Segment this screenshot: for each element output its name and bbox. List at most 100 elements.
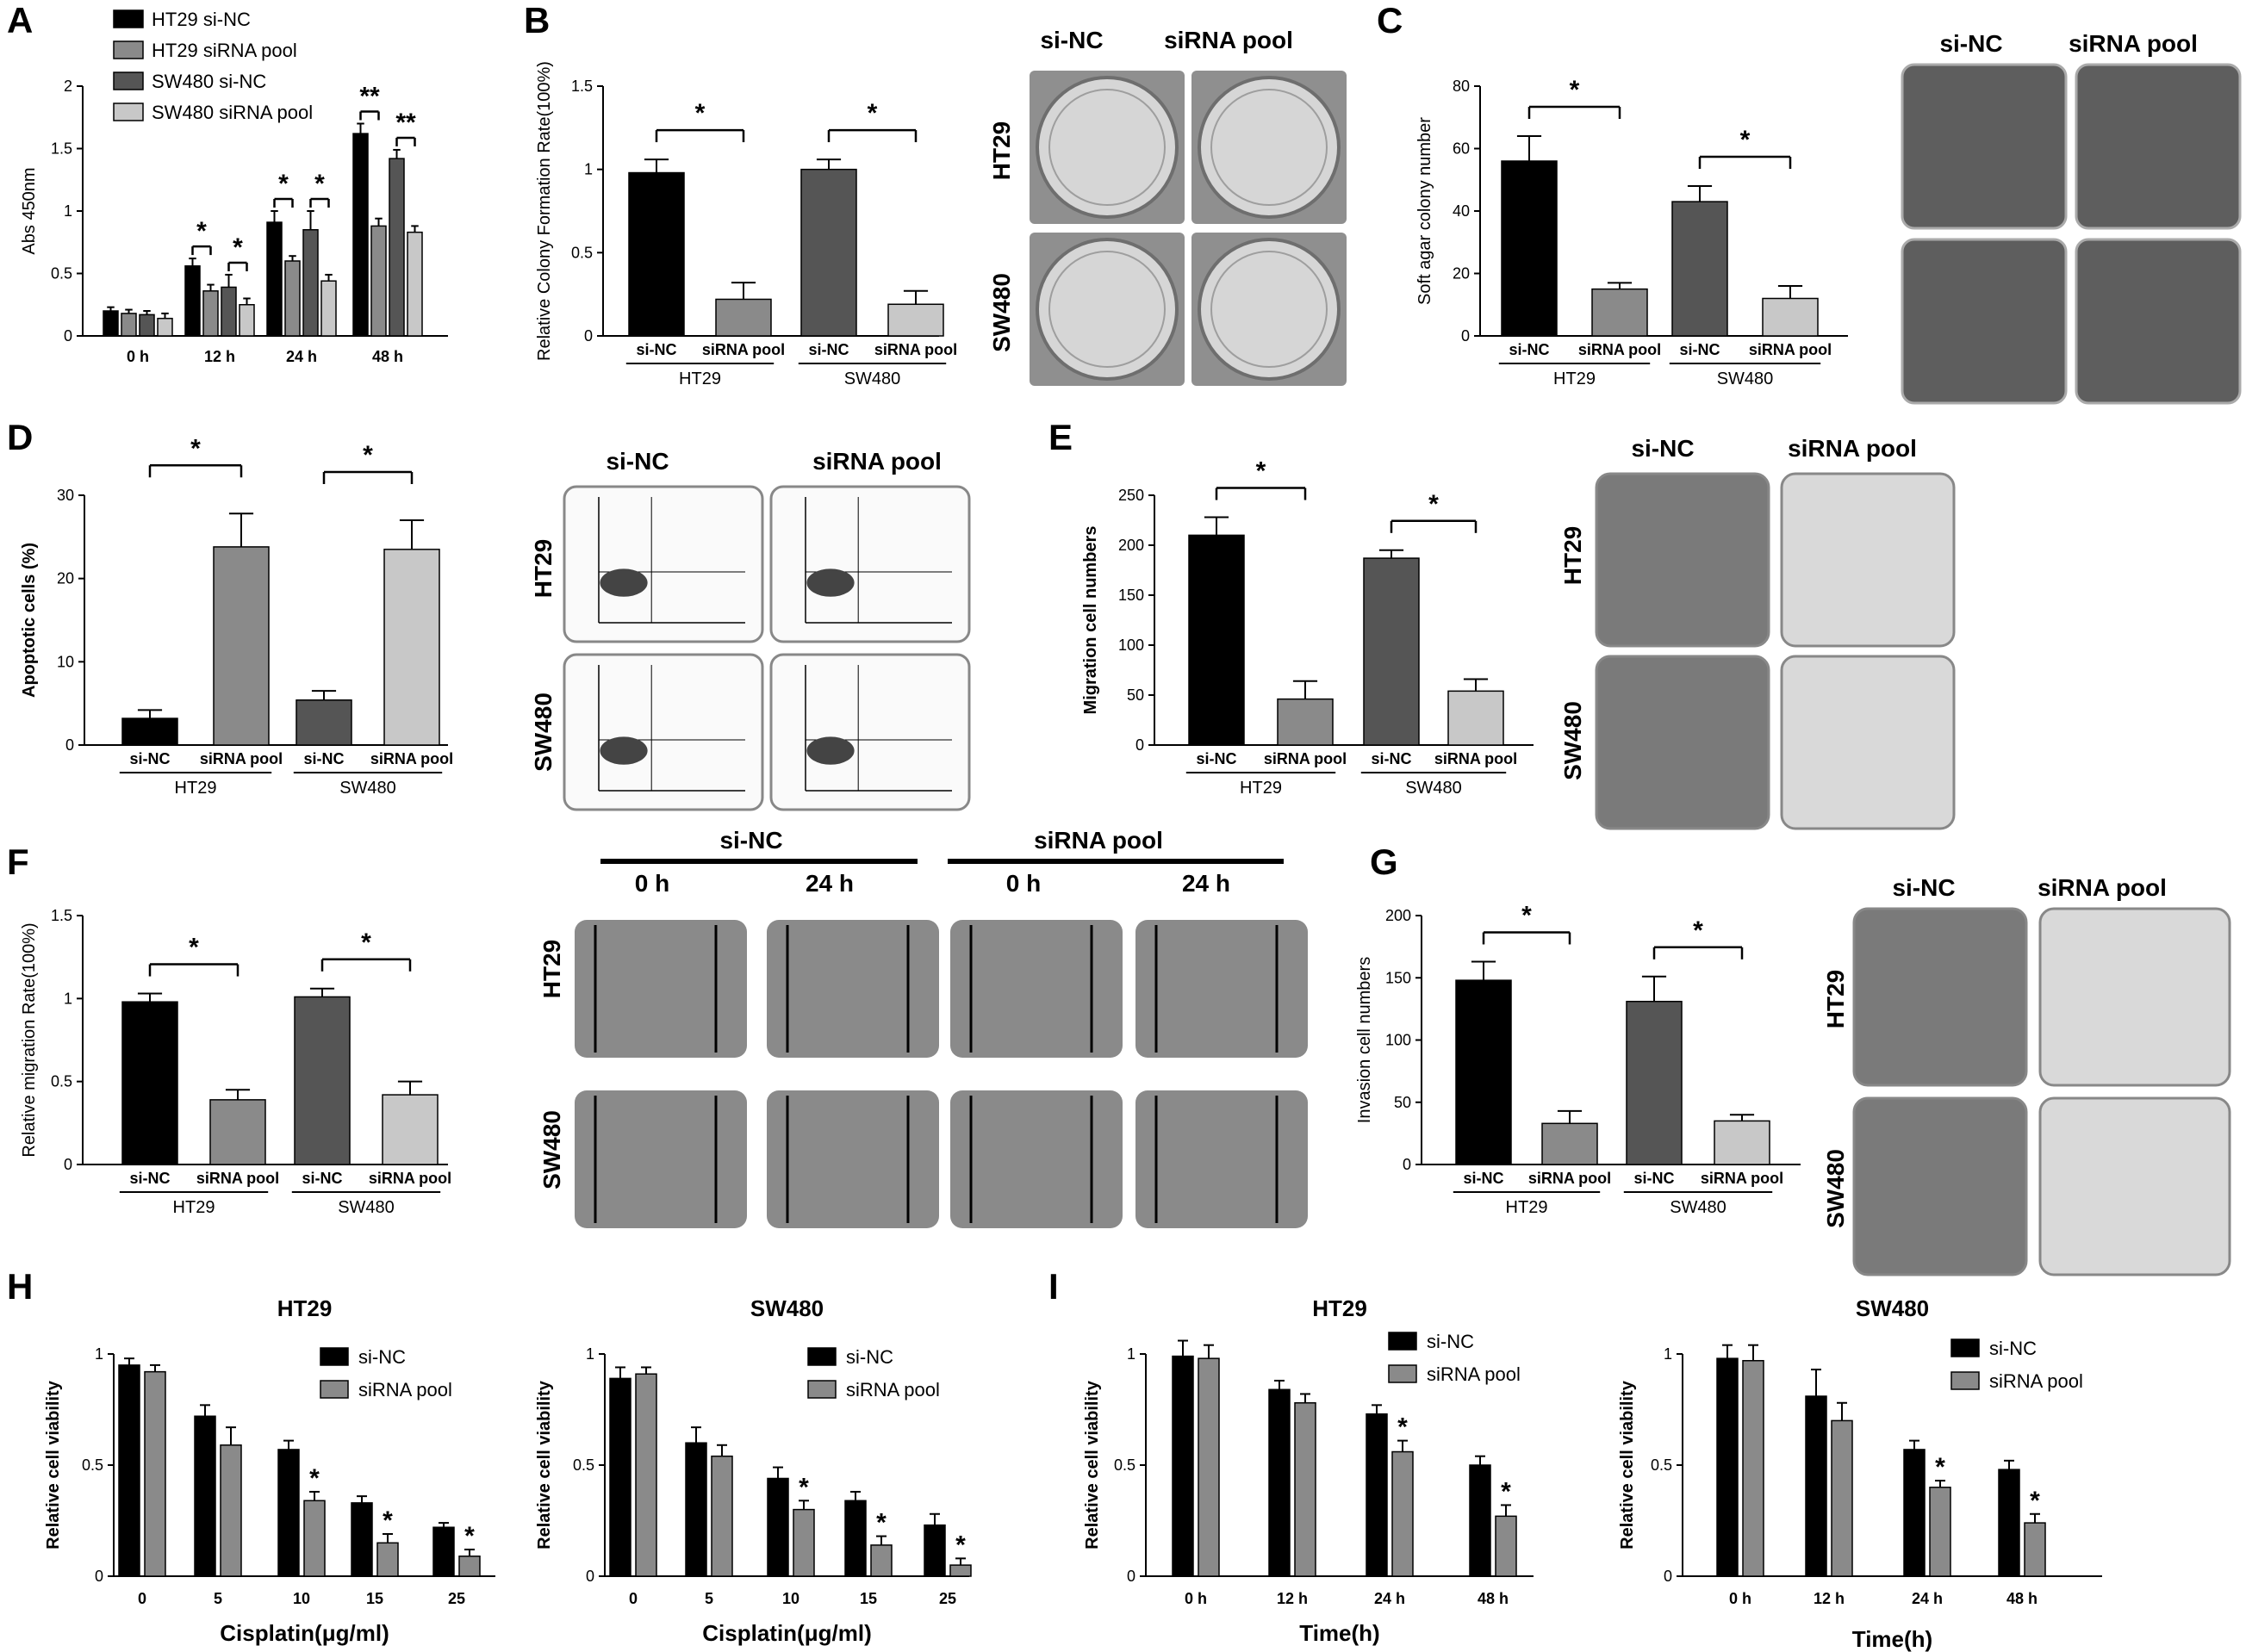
significance-star: ** bbox=[359, 83, 380, 111]
bar bbox=[184, 265, 201, 337]
x-tick-label: siRNA pool bbox=[702, 341, 785, 358]
bar bbox=[715, 298, 772, 337]
bar bbox=[407, 231, 423, 337]
y-tick-label: 1 bbox=[586, 1345, 594, 1363]
culture-dish bbox=[1036, 76, 1179, 219]
bar bbox=[1172, 1355, 1194, 1577]
bar bbox=[1716, 1357, 1739, 1577]
culture-dish bbox=[1198, 238, 1341, 381]
y-tick-label: 0.5 bbox=[1651, 1456, 1672, 1474]
bar bbox=[194, 1415, 216, 1577]
significance-star: * bbox=[799, 1473, 809, 1501]
image-row-label: SW480 bbox=[988, 273, 1015, 352]
chart-title: SW480 bbox=[750, 1295, 824, 1321]
legend-swatch bbox=[1950, 1371, 1980, 1390]
x-tick-label: 25 bbox=[939, 1590, 956, 1607]
x-tick-label: si-NC bbox=[1509, 341, 1549, 358]
group-label: HT29 bbox=[173, 1198, 215, 1217]
x-tick-label: siRNA pool bbox=[1528, 1170, 1611, 1187]
image-tile-bg bbox=[1901, 238, 2068, 405]
x-tick-label: si-NC bbox=[302, 1170, 342, 1187]
bar bbox=[1277, 698, 1334, 746]
bar bbox=[202, 290, 219, 337]
bar bbox=[628, 171, 685, 337]
image-row-label: SW480 bbox=[1559, 701, 1586, 780]
y-tick-label: 150 bbox=[1385, 969, 1411, 986]
y-tick-label: 0 bbox=[64, 327, 72, 345]
cell-cluster bbox=[806, 568, 855, 597]
significance-star: * bbox=[955, 1531, 966, 1559]
group-label: SW480 bbox=[338, 1198, 395, 1217]
significance-star: * bbox=[383, 1506, 393, 1535]
legend-swatch bbox=[113, 71, 144, 90]
invasion-image bbox=[1852, 907, 2028, 1087]
bar bbox=[1626, 1000, 1683, 1165]
y-tick-label: 0 bbox=[586, 1568, 594, 1585]
y-tick-label: 20 bbox=[57, 570, 74, 587]
y-tick-label: 0.5 bbox=[571, 244, 593, 261]
image-row-label: HT29 bbox=[530, 539, 557, 598]
bar bbox=[277, 1449, 300, 1577]
x-tick-label: siRNA pool bbox=[369, 1170, 451, 1187]
x-tick-label: 15 bbox=[860, 1590, 877, 1607]
image-column-label: siRNA pool bbox=[812, 448, 942, 475]
x-tick-label: siRNA pool bbox=[1578, 341, 1661, 358]
significance-star: * bbox=[309, 1464, 320, 1493]
legend-swatch bbox=[113, 9, 144, 28]
bar bbox=[609, 1377, 631, 1577]
x-tick-label: 0 bbox=[138, 1590, 146, 1607]
bar bbox=[1268, 1388, 1291, 1577]
significance-star: * bbox=[876, 1509, 887, 1537]
cell-cluster bbox=[600, 568, 648, 597]
y-axis-label: Relative migration Rate(100%) bbox=[20, 922, 39, 1157]
y-tick-label: 100 bbox=[1385, 1032, 1411, 1049]
panel-letter: B bbox=[524, 0, 550, 40]
y-axis-label: Relative Colony Formation Rate(100%) bbox=[535, 61, 554, 361]
bar bbox=[432, 1526, 455, 1577]
image-tile-bg bbox=[1852, 907, 2028, 1087]
y-tick-label: 1 bbox=[64, 990, 72, 1007]
bar bbox=[296, 699, 352, 746]
y-tick-label: 50 bbox=[1127, 686, 1144, 704]
x-tick-label: 0 bbox=[629, 1590, 638, 1607]
x-tick-label: siRNA pool bbox=[874, 341, 957, 358]
image-tile-bg bbox=[950, 1090, 1123, 1228]
image-column-label: 0 h bbox=[1006, 870, 1041, 897]
bar bbox=[144, 1370, 166, 1577]
image-column-label: siRNA pool bbox=[2069, 30, 2198, 57]
x-tick-label: 0 h bbox=[1729, 1590, 1751, 1607]
chart-E: 0 50 100 150 200 250 Migration cell numbers si-… bbox=[1081, 457, 1534, 798]
group-label: HT29 bbox=[1506, 1198, 1548, 1217]
bar bbox=[887, 303, 944, 337]
bar bbox=[266, 221, 283, 337]
bar bbox=[685, 1442, 707, 1577]
panel-letter: E bbox=[1048, 417, 1073, 457]
y-tick-label: 100 bbox=[1118, 637, 1144, 654]
bar bbox=[1903, 1449, 1926, 1577]
y-axis-label: Apoptotic cells (%) bbox=[20, 543, 39, 698]
bar bbox=[209, 1099, 266, 1165]
x-tick-label: siRNA pool bbox=[1434, 750, 1517, 767]
bar bbox=[844, 1500, 867, 1577]
y-tick-label: 1.5 bbox=[51, 907, 72, 924]
y-tick-label: 0.5 bbox=[573, 1456, 594, 1474]
bar bbox=[1714, 1120, 1770, 1165]
significance-star: * bbox=[1397, 1413, 1408, 1442]
bar bbox=[351, 1502, 373, 1577]
bar bbox=[121, 717, 178, 746]
image-column-label: 24 h bbox=[1182, 870, 1230, 897]
image-row-label: HT29 bbox=[538, 940, 565, 998]
bar bbox=[376, 1542, 399, 1577]
chart-G: 0 50 100 150 200 Invasion cell numbers si-NC si… bbox=[1355, 901, 1801, 1217]
migration-image bbox=[1780, 655, 1956, 830]
bar bbox=[1366, 1413, 1388, 1577]
bar bbox=[1591, 288, 1648, 337]
x-tick-label: si-NC bbox=[1196, 750, 1236, 767]
chart-title: HT29 bbox=[1312, 1295, 1367, 1321]
panel-letter: F bbox=[7, 842, 29, 882]
significance-star: * bbox=[189, 934, 199, 962]
flow-cytometry-plot bbox=[563, 653, 764, 811]
culture-dish bbox=[1036, 238, 1179, 381]
x-tick-label: 12 h bbox=[1814, 1590, 1845, 1607]
y-tick-label: 20 bbox=[1453, 265, 1470, 283]
